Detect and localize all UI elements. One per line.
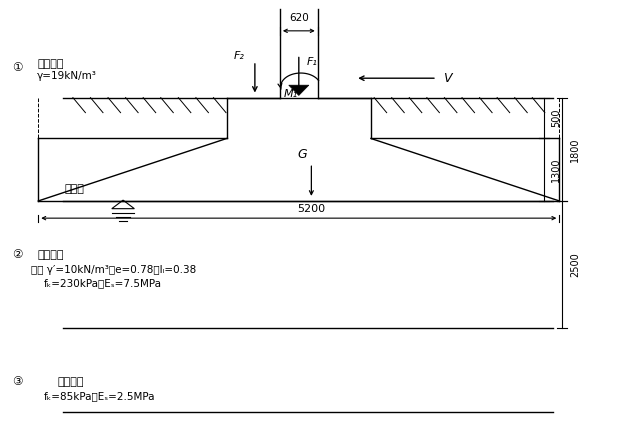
Text: 2500: 2500 <box>570 252 580 277</box>
Text: fₖ=230kPa，Eₛ=7.5MPa: fₖ=230kPa，Eₛ=7.5MPa <box>43 278 162 288</box>
Text: 1800: 1800 <box>570 137 580 162</box>
Text: ①: ① <box>12 61 23 74</box>
Polygon shape <box>289 85 309 95</box>
Text: 500: 500 <box>551 109 561 127</box>
Text: ②: ② <box>12 248 23 261</box>
Text: 地下水: 地下水 <box>65 184 84 194</box>
Text: M₁: M₁ <box>284 89 298 99</box>
Text: 粉质粘土: 粉质粘土 <box>37 60 64 70</box>
Text: G: G <box>297 148 307 161</box>
Text: 淤泥质土: 淤泥质土 <box>57 377 84 387</box>
Text: fₖ=85kPa，Eₛ=2.5MPa: fₖ=85kPa，Eₛ=2.5MPa <box>43 391 155 401</box>
Text: 1300: 1300 <box>551 157 561 182</box>
Text: 620: 620 <box>289 13 309 23</box>
Text: ③: ③ <box>12 375 23 388</box>
Text: V: V <box>443 72 452 85</box>
Text: 5200: 5200 <box>298 204 325 214</box>
Text: F₂: F₂ <box>234 51 245 61</box>
Text: F₁: F₁ <box>306 57 317 67</box>
Text: 浮重 γ′=10kN/m³，e=0.78，Iₗ=0.38: 浮重 γ′=10kN/m³，e=0.78，Iₗ=0.38 <box>31 265 196 275</box>
Text: 粉质粘土: 粉质粘土 <box>37 250 64 260</box>
Text: γ=19kN/m³: γ=19kN/m³ <box>37 71 97 81</box>
